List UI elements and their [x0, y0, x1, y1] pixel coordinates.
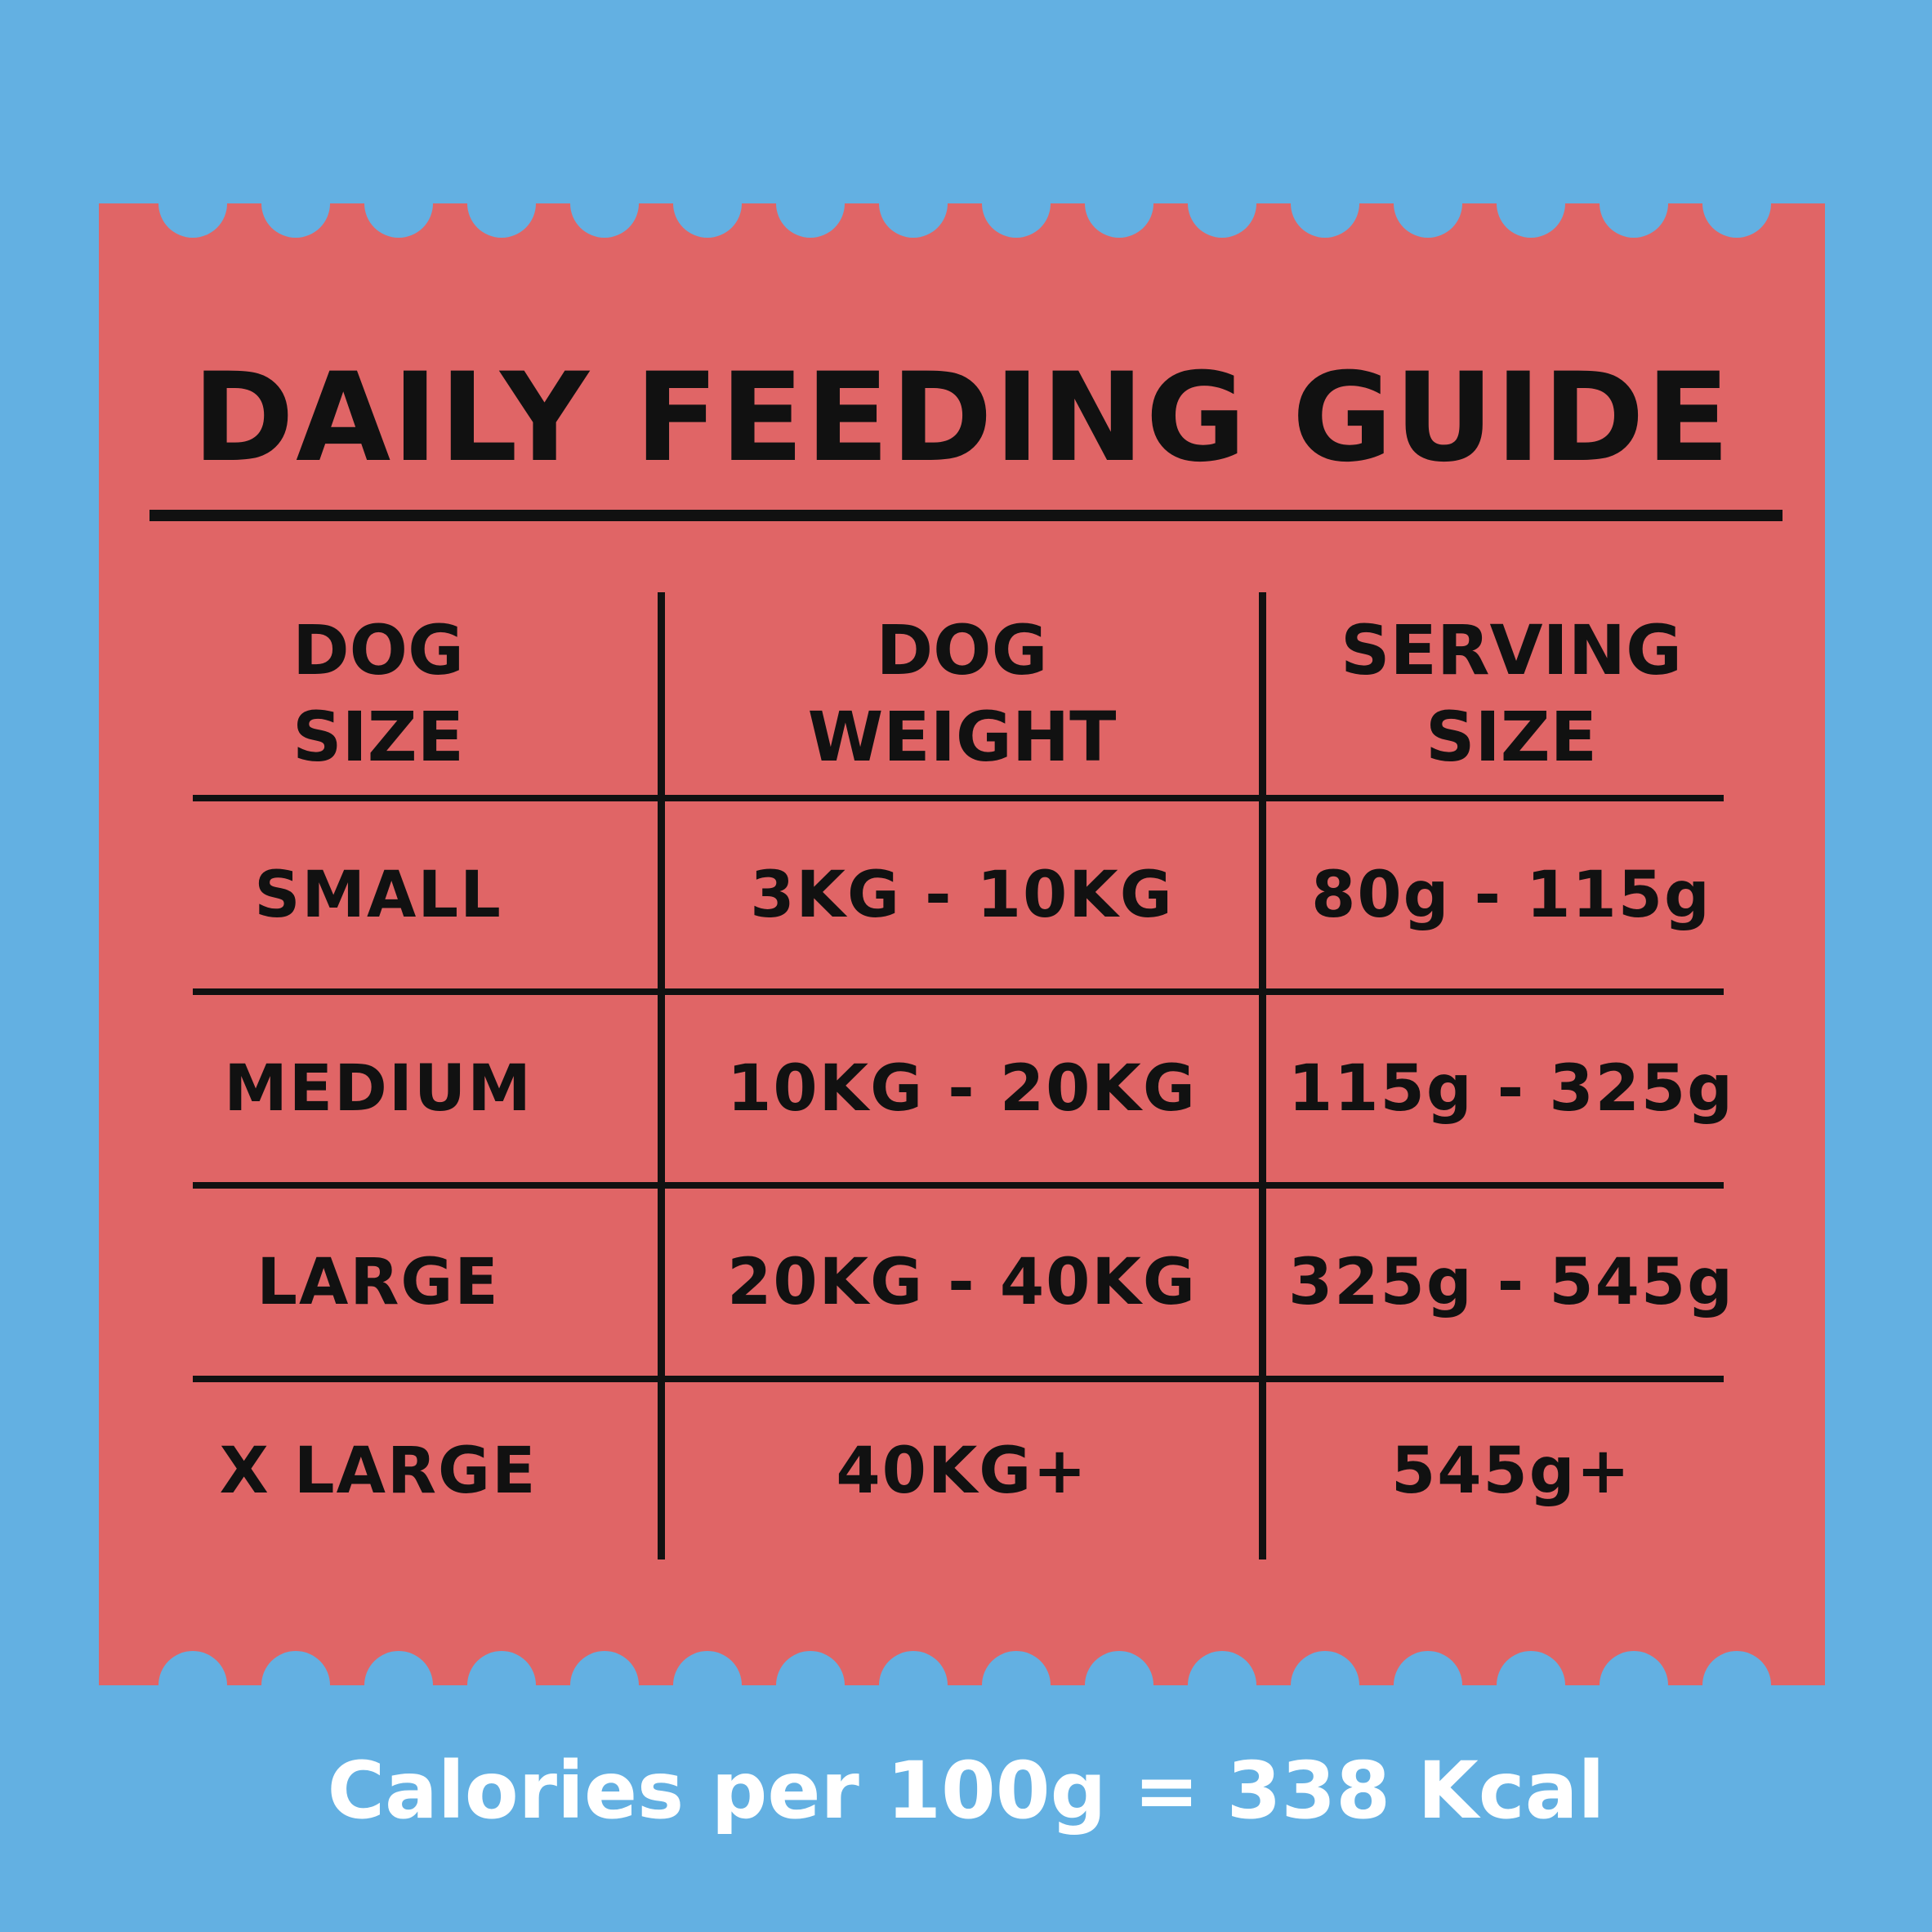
ticket-scallop: [1085, 203, 1153, 238]
ticket-scallop: [982, 203, 1051, 238]
ticket-scallop: [1497, 1651, 1565, 1685]
table-cell-serving: 545g+: [1390, 1434, 1631, 1508]
ticket-scallop: [1702, 203, 1771, 238]
page-title: DAILY FEEDING GUIDE: [192, 347, 1732, 489]
table-cell-serving: 325g - 545g: [1288, 1245, 1734, 1319]
ticket-scallop: [1188, 203, 1256, 238]
ticket-scallop: [1291, 1651, 1359, 1685]
ticket-scallop: [673, 203, 742, 238]
row-divider-3: [193, 1376, 1724, 1382]
table-cell-serving: 80g - 115g: [1311, 858, 1711, 932]
table-cell-weight: 20KG - 40KG: [727, 1245, 1197, 1319]
ticket-scallop: [570, 1651, 639, 1685]
row-divider-header: [193, 795, 1724, 801]
column-divider-2: [1259, 592, 1266, 1559]
row-divider-1: [193, 988, 1724, 995]
ticket-scallop: [261, 203, 330, 238]
ticket-background: [99, 203, 1825, 1685]
ticket-scallop: [673, 1651, 742, 1685]
ticket-scallop: [982, 1651, 1051, 1685]
header-dog-size: DOG SIZE: [292, 610, 465, 777]
ticket-scallop: [467, 203, 536, 238]
header-dog-weight: DOG WEIGHT: [807, 610, 1117, 777]
ticket-scallop: [158, 1651, 227, 1685]
table-cell-weight: 40KG+: [836, 1434, 1088, 1508]
ticket-scallop: [1394, 203, 1462, 238]
ticket-scallop: [1188, 1651, 1256, 1685]
table-cell-serving: 115g - 325g: [1288, 1051, 1734, 1126]
ticket-scallop: [1497, 203, 1565, 238]
ticket-scallop: [364, 203, 433, 238]
table-cell-size: LARGE: [257, 1245, 500, 1319]
ticket-scallop: [1291, 203, 1359, 238]
table-cell-size: MEDIUM: [224, 1051, 533, 1126]
table-cell-weight: 10KG - 20KG: [727, 1051, 1197, 1126]
header-serving-size: SERVING SIZE: [1340, 610, 1683, 777]
column-divider-1: [658, 592, 665, 1559]
ticket-scallop: [1600, 1651, 1668, 1685]
table-cell-size: SMALL: [254, 858, 502, 932]
table-cell-weight: 3KG - 10KG: [750, 858, 1174, 932]
ticket-scallop: [879, 1651, 948, 1685]
ticket-scallop: [1394, 1651, 1462, 1685]
ticket-scallop: [158, 203, 227, 238]
ticket-scallop: [261, 1651, 330, 1685]
calories-footer: Calories per 100g = 338 Kcal: [327, 1745, 1605, 1836]
row-divider-2: [193, 1182, 1724, 1189]
ticket-scallop: [467, 1651, 536, 1685]
ticket-scallop: [879, 203, 948, 238]
ticket-scallop: [776, 203, 845, 238]
feeding-guide-card: DAILY FEEDING GUIDE DOG SIZE DOG WEIGHT …: [99, 203, 1825, 1685]
ticket-scallop: [1702, 1651, 1771, 1685]
table-cell-size: X LARGE: [219, 1434, 538, 1508]
ticket-scallop: [1085, 1651, 1153, 1685]
ticket-scallop: [570, 203, 639, 238]
ticket-scallop: [364, 1651, 433, 1685]
ticket-scallop: [776, 1651, 845, 1685]
title-divider: [149, 510, 1783, 521]
ticket-scallop: [1600, 203, 1668, 238]
